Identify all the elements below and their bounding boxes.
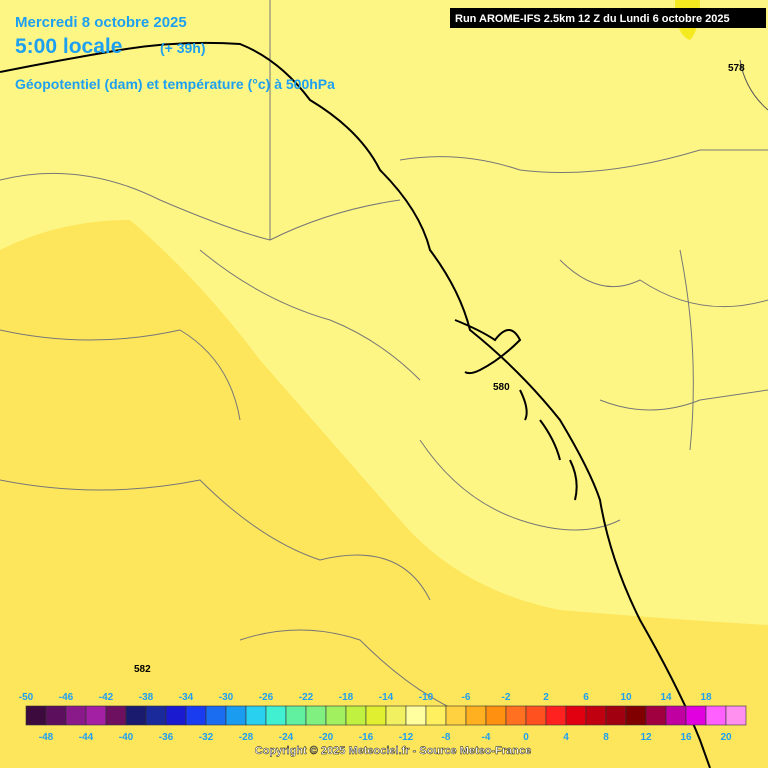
scale-swatch: [465, 705, 487, 726]
run-info: Run AROME-IFS 2.5km 12 Z du Lundi 6 octo…: [455, 13, 730, 25]
scale-label: -40: [119, 732, 134, 743]
scale-swatch: [225, 705, 247, 726]
scale-label: 6: [583, 692, 589, 703]
scale-swatch: [385, 705, 407, 726]
scale-label: -42: [99, 692, 114, 703]
scale-swatch: [565, 705, 587, 726]
scale-swatch: [65, 705, 87, 726]
scale-label: -14: [379, 692, 394, 703]
scale-swatch: [325, 705, 347, 726]
scale-label: -2: [502, 692, 511, 703]
scale-label: 0: [523, 732, 529, 743]
scale-label: -36: [159, 732, 174, 743]
scale-swatch: [185, 705, 207, 726]
contour-label: 580: [493, 382, 510, 393]
scale-swatch: [625, 705, 647, 726]
scale-swatch: [525, 705, 547, 726]
scale-label: -50: [19, 692, 34, 703]
date: Mercredi 8 octobre 2025: [15, 14, 187, 31]
contour-label: 582: [134, 664, 151, 675]
run-box: [450, 8, 766, 28]
scale-label: -12: [399, 732, 414, 743]
color-scale: -50-48-46-44-42-40-38-36-34-32-30-28-26-…: [19, 692, 747, 743]
scale-swatch: [85, 705, 107, 726]
scale-swatch: [105, 705, 127, 726]
copyright: Copyright © 2025 Meteociel.fr - Source M…: [255, 745, 531, 757]
scale-label: -10: [419, 692, 434, 703]
scale-label: 8: [603, 732, 609, 743]
scale-swatch: [725, 705, 747, 726]
scale-swatch: [25, 705, 47, 726]
scale-label: 16: [680, 732, 692, 743]
scale-label: -30: [219, 692, 234, 703]
scale-label: -44: [79, 732, 94, 743]
scale-label: -18: [339, 692, 354, 703]
scale-swatch: [505, 705, 527, 726]
scale-swatch: [165, 705, 187, 726]
scale-label: -22: [299, 692, 314, 703]
scale-swatch: [365, 705, 387, 726]
coastline-and-contours: [0, 41, 768, 769]
scale-label: -38: [139, 692, 154, 703]
scale-label: -28: [239, 732, 254, 743]
scale-swatch: [645, 705, 667, 726]
scale-label: 10: [620, 692, 632, 703]
scale-label: -4: [482, 732, 491, 743]
scale-label: 14: [660, 692, 672, 703]
scale-label: 4: [563, 732, 569, 743]
scale-label: -16: [359, 732, 374, 743]
scale-label: 18: [700, 692, 712, 703]
scale-swatch: [605, 705, 627, 726]
scale-swatch: [665, 705, 687, 726]
scale-label: -24: [279, 732, 294, 743]
time: 5:00 locale: [15, 35, 122, 58]
scale-swatch: [705, 705, 727, 726]
scale-swatch: [445, 705, 467, 726]
scale-swatch: [545, 705, 567, 726]
scale-label: 12: [640, 732, 652, 743]
borders: [0, 0, 768, 721]
scale-swatch: [245, 705, 267, 726]
scale-label: -32: [199, 732, 214, 743]
scale-label: -6: [462, 692, 471, 703]
scale-label: -26: [259, 692, 274, 703]
scale-label: -20: [319, 732, 334, 743]
scale-label: -34: [179, 692, 194, 703]
scale-label: -46: [59, 692, 74, 703]
scale-swatch: [585, 705, 607, 726]
scale-swatch: [425, 705, 447, 726]
scale-swatch: [305, 705, 327, 726]
scale-swatch: [125, 705, 147, 726]
scale-swatch: [205, 705, 227, 726]
lead: (+ 39h): [160, 40, 206, 56]
scale-label: -48: [39, 732, 54, 743]
warm-region: [0, 220, 768, 768]
contour-label: 578: [728, 63, 745, 74]
scale-swatch: [685, 705, 707, 726]
scale-label: 20: [720, 732, 732, 743]
scale-swatch: [485, 705, 507, 726]
field: Géopotentiel (dam) et température (°c) à…: [15, 76, 335, 92]
scale-swatch: [45, 705, 67, 726]
scale-swatch: [265, 705, 287, 726]
scale-label: 2: [543, 692, 549, 703]
scale-swatch: [345, 705, 367, 726]
scale-swatch: [285, 705, 307, 726]
scale-swatch: [405, 705, 427, 726]
scale-swatch: [145, 705, 167, 726]
scale-label: -8: [442, 732, 451, 743]
